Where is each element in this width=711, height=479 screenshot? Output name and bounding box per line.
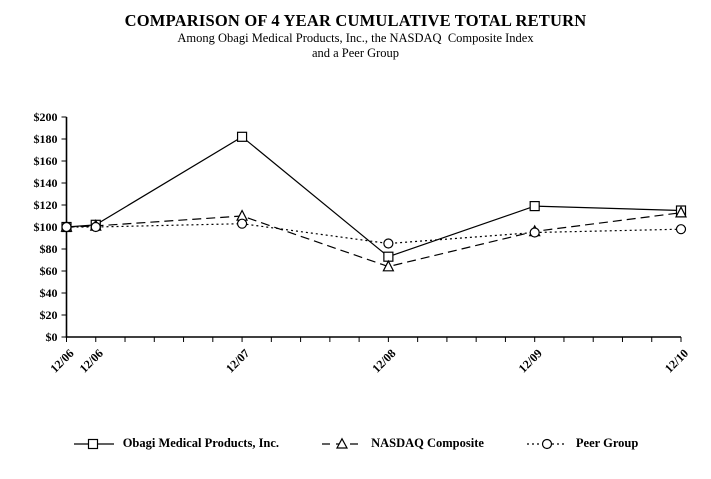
series-marker-square	[236, 131, 248, 142]
y-tick-label: $180	[34, 132, 58, 146]
series-line-triangle	[66, 212, 682, 268]
x-tick-label: 12/06	[77, 346, 106, 375]
y-tick-label: $0	[46, 330, 58, 344]
chart-title-block: COMPARISON OF 4 YEAR CUMULATIVE TOTAL RE…	[0, 11, 711, 61]
dashed-triangle-line-icon	[322, 437, 363, 449]
y-tick-label: $20	[40, 308, 58, 322]
dotted-circle-line-icon	[526, 438, 567, 449]
legend-label-nasdaq: NASDAQ Composite	[371, 436, 484, 450]
y-tick-label: $60	[40, 264, 58, 278]
series-marker-circle	[61, 221, 72, 233]
y-tick-label: $120	[34, 198, 58, 212]
legend-label-obagi: Obagi Medical Products, Inc.	[122, 436, 280, 450]
chart-title: COMPARISON OF 4 YEAR CUMULATIVE TOTAL RE…	[124, 11, 587, 30]
series-marker-triangle	[675, 205, 687, 218]
y-tick-label: $200	[34, 110, 58, 124]
legend-item-nasdaq: NASDAQ Composite	[321, 436, 484, 451]
x-tick-label: 12/07	[223, 346, 252, 375]
x-tick-label: 12/09	[516, 346, 545, 375]
series-marker-circle	[236, 218, 248, 229]
y-tick-label: $80	[40, 242, 58, 256]
series-line-circle	[66, 223, 682, 245]
chart-legend: Obagi Medical Products, Inc. NASDAQ Comp…	[0, 436, 711, 451]
series-marker-square	[529, 201, 540, 212]
x-tick-label: 12/06	[47, 346, 76, 375]
y-tick-label: $160	[34, 154, 58, 168]
legend-item-obagi: Obagi Medical Products, Inc.	[73, 436, 279, 451]
chart-subtitle-line2: and a Peer Group	[311, 45, 400, 60]
y-tick-label: $140	[34, 176, 58, 190]
x-tick-label: 12/10	[662, 346, 691, 375]
series-marker-circle	[383, 238, 394, 249]
chart-subtitle-line1: Among Obagi Medical Products, Inc., the …	[177, 31, 534, 45]
series-marker-circle	[529, 227, 540, 238]
y-tick-label: $100	[34, 220, 58, 234]
series-line-square	[66, 136, 682, 258]
series-marker-circle	[675, 224, 687, 235]
solid-square-line-icon	[73, 438, 114, 449]
series-marker-triangle	[382, 259, 395, 272]
x-tick-label: 12/08	[369, 346, 398, 375]
legend-label-peer: Peer Group	[575, 436, 639, 450]
series-marker-circle	[90, 221, 101, 233]
legend-item-peer: Peer Group	[526, 436, 638, 451]
y-tick-label: $40	[40, 286, 58, 300]
